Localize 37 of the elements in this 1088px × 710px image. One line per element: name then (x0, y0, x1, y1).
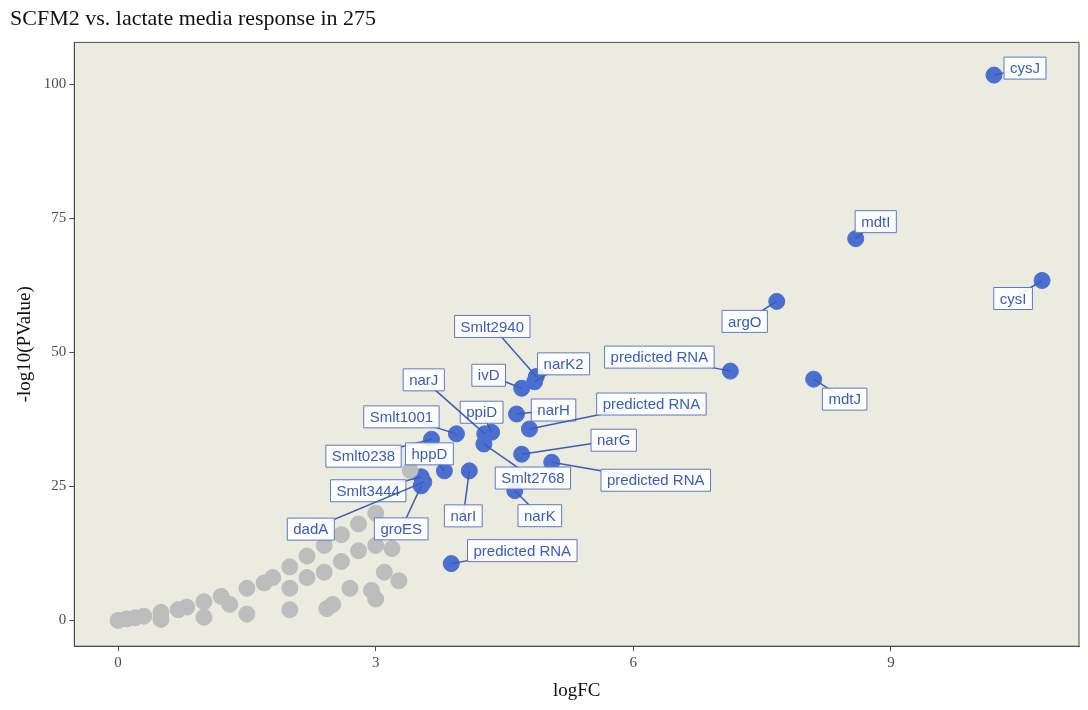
y-tick-label: 50 (51, 343, 67, 360)
annotation: hppD (411, 444, 448, 462)
annotation: predicted RNA (602, 395, 701, 413)
y-tick-label: 100 (43, 75, 67, 92)
annotation: groES (380, 520, 423, 538)
chart-title: SCFM2 vs. lactate media response in 275 (10, 4, 377, 30)
annotation: cysI (999, 289, 1027, 307)
y-axis-title: -log10(PValue) (13, 286, 36, 403)
annotation: predicted RNA (473, 541, 572, 559)
annotation: narK2 (543, 354, 584, 372)
annotation: Smlt1001 (369, 407, 434, 425)
annotation: narI (450, 506, 477, 524)
annotation: Smlt0238 (331, 447, 396, 465)
annotation: Smlt2768 (501, 469, 565, 487)
y-tick-label: 0 (58, 611, 67, 628)
y-tick-label: 25 (51, 477, 67, 494)
annotation: argO (728, 312, 762, 330)
annotation: predicted RNA (610, 348, 709, 366)
annotation: ivD (477, 366, 500, 384)
x-tick-label: 0 (114, 654, 122, 671)
annotation: mdtI (861, 212, 891, 230)
y-tick-label: 75 (51, 209, 67, 226)
annotation: narK (523, 506, 556, 524)
annotation: narG (597, 431, 631, 449)
annotation: narJ (409, 370, 439, 388)
annotation: predicted RNA (606, 471, 705, 489)
x-tick-label: 9 (887, 654, 895, 671)
annotation: ppiD (466, 403, 498, 421)
annotation: Smlt3444 (336, 481, 400, 499)
x-axis-title: logFC (552, 678, 601, 700)
annotation: dadA (293, 520, 329, 538)
x-tick-label: 6 (629, 654, 638, 671)
annotation: cysJ (1009, 59, 1040, 77)
annotation: mdtJ (828, 390, 861, 408)
x-tick-label: 3 (371, 654, 380, 671)
annotation: Smlt2940 (460, 317, 524, 335)
annotation: narH (537, 401, 570, 419)
